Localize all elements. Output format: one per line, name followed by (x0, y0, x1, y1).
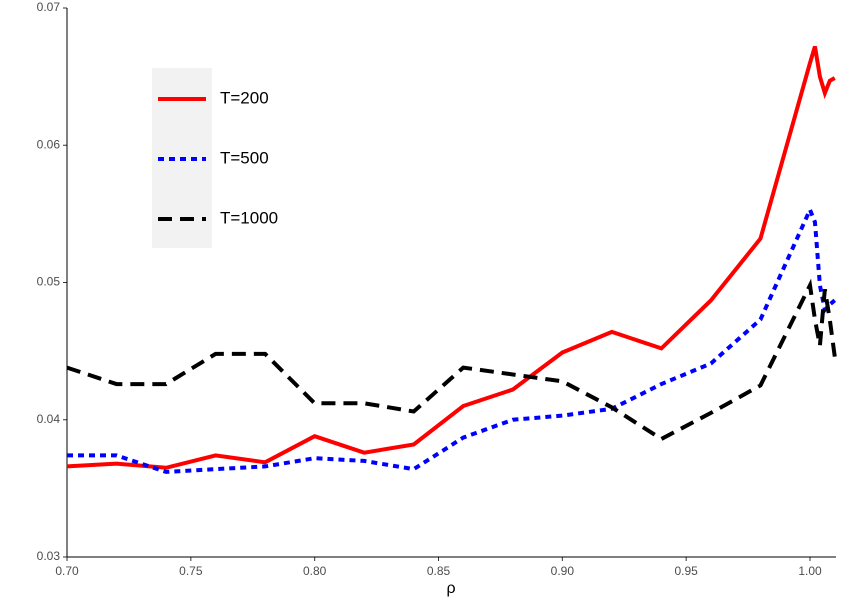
legend-label: T=500 (220, 148, 269, 167)
x-tick-label: 0.80 (303, 564, 327, 578)
y-tick-label: 0.06 (37, 137, 61, 151)
y-tick-label: 0.03 (37, 549, 61, 563)
x-tick-label: 1.00 (798, 564, 822, 578)
x-axis-label: ρ (446, 580, 455, 597)
x-tick-label: 0.70 (55, 564, 79, 578)
x-tick-label: 0.95 (674, 564, 698, 578)
x-tick-label: 0.90 (551, 564, 575, 578)
series-line (67, 204, 837, 474)
x-tick-label: 0.85 (427, 564, 451, 578)
legend-label: T=200 (220, 88, 269, 107)
x-tick-label: 0.75 (179, 564, 203, 578)
series-line (66, 45, 836, 470)
y-tick-label: 0.04 (37, 412, 61, 426)
y-tick-label: 0.07 (37, 0, 61, 14)
legend-label: T=1000 (220, 208, 278, 227)
series-line (66, 278, 837, 442)
y-tick-label: 0.05 (37, 275, 61, 289)
